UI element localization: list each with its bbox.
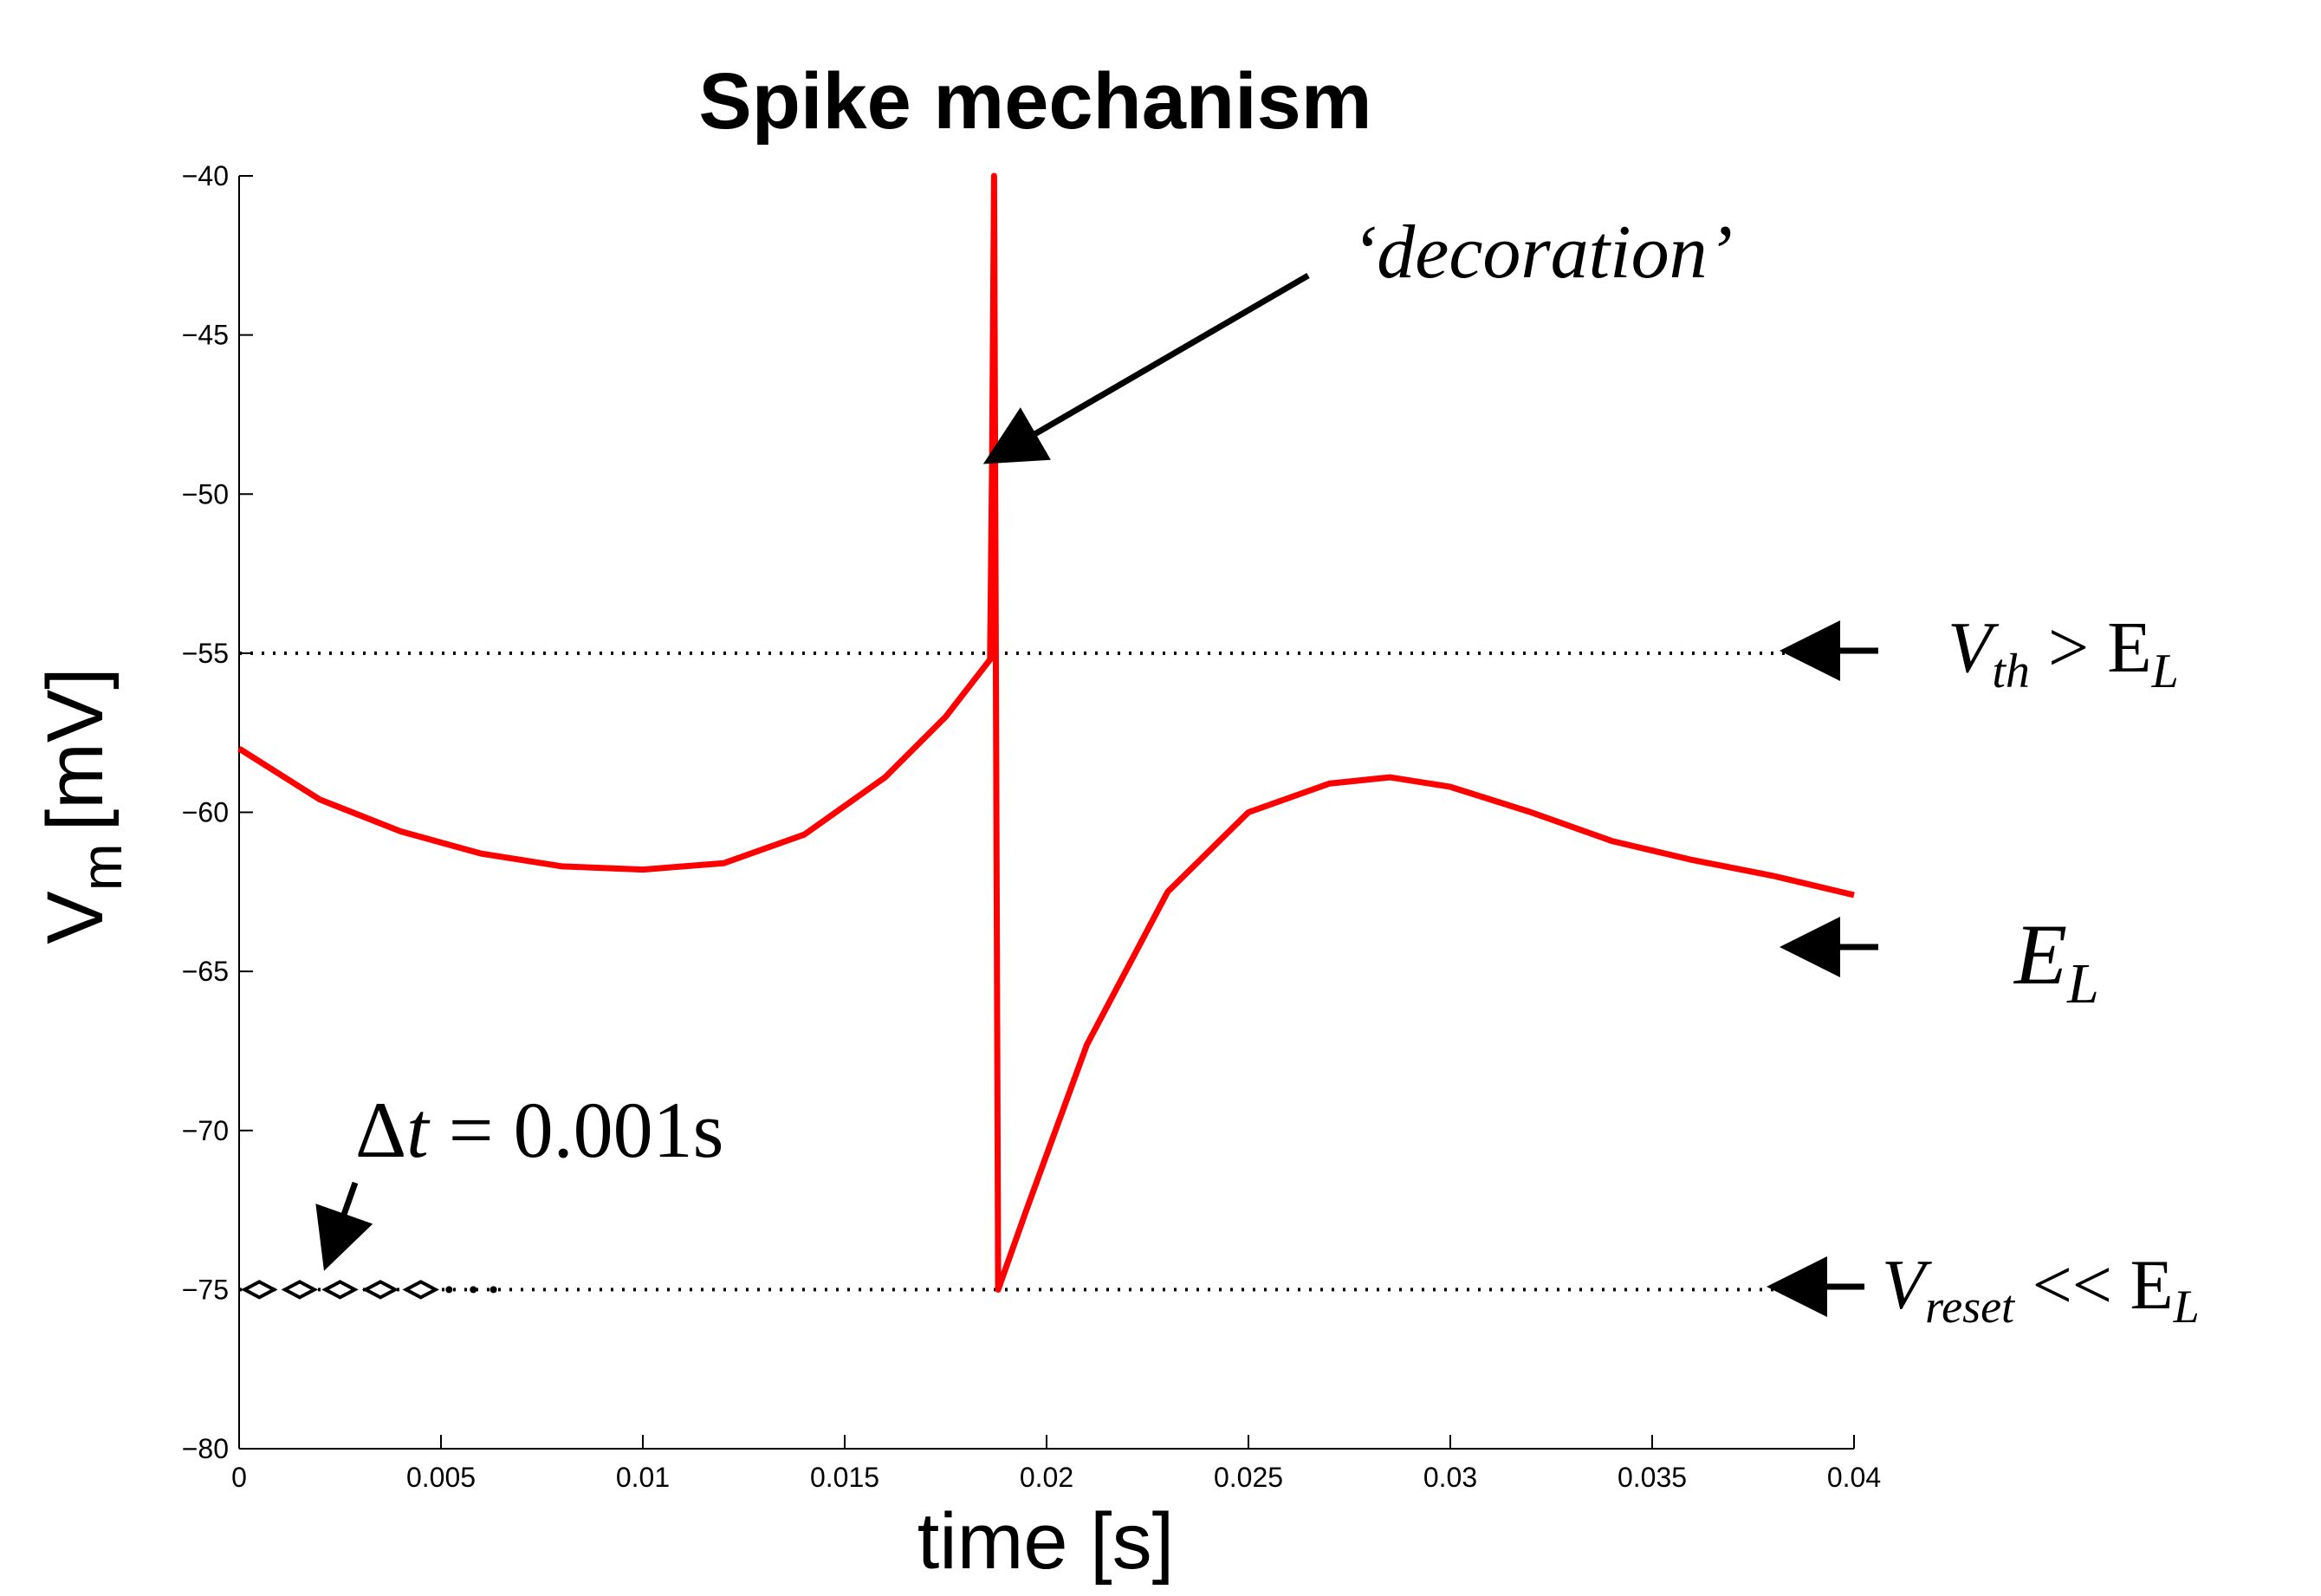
x-axis-ticks: 0 0.005 0.01 0.015 0.02 0.025 0.03 0.035 0.04: [231, 1435, 1881, 1493]
vreset-sub2: L: [2173, 1281, 2200, 1333]
x-tick-label: 0.01: [616, 1462, 670, 1493]
chart-title: Spike mechanism: [698, 57, 1371, 146]
timestep-diamond-marker: [241, 1280, 278, 1300]
dt-value: = 0.001s: [429, 1086, 724, 1174]
vreset-label: Vreset << EL: [1882, 1245, 2200, 1333]
x-tick-label: 0: [231, 1462, 247, 1493]
y-axis-label-unit: [mV]: [31, 667, 120, 831]
y-tick-label: −75: [182, 1274, 229, 1305]
x-tick-label: 0.04: [1827, 1462, 1881, 1493]
y-axis-ticks: −80 −75 −70 −65 −60 −55 −50 −45 −40: [182, 160, 253, 1464]
dt-delta: Δ: [355, 1086, 406, 1174]
x-tick-label: 0.035: [1618, 1462, 1687, 1493]
decoration-arrow: [982, 272, 1310, 464]
timestep-dot: [489, 1286, 497, 1294]
x-tick-label: 0.015: [810, 1462, 879, 1493]
el-label: EL: [2013, 906, 2099, 1015]
y-tick-label: −45: [182, 320, 229, 351]
y-tick-label: −65: [182, 956, 229, 987]
x-tick-label: 0.02: [1020, 1462, 1073, 1493]
svg-text:Vm[mV]: Vm [mV]: [31, 667, 133, 944]
y-tick-label: −55: [182, 638, 229, 669]
x-tick-label: 0.005: [406, 1462, 476, 1493]
dt-arrow: [315, 1181, 373, 1271]
timestep-diamond-marker: [402, 1280, 439, 1300]
y-axis-label-sub: m: [69, 843, 133, 891]
vth-sub2: L: [2151, 645, 2179, 698]
timestep-dot: [470, 1286, 477, 1294]
y-tick-label: −60: [182, 797, 229, 828]
x-axis-label: time [s]: [917, 1497, 1174, 1586]
y-axis-label: Vm [mV]: [31, 667, 133, 944]
vreset-sub: reset: [1925, 1281, 2016, 1333]
reference-lines: [239, 651, 1806, 1292]
timestep-diamond-marker: [321, 1280, 359, 1300]
series-group: [237, 172, 1855, 1293]
vth-label: Vth > EL: [1948, 607, 2179, 698]
vth-v: V: [1948, 607, 2000, 688]
vth-rest: > E: [2030, 607, 2152, 688]
dt-t: t: [406, 1086, 431, 1174]
decoration-label: ‘decoration’: [1352, 211, 1733, 295]
x-tick-label: 0.03: [1423, 1462, 1477, 1493]
el-sub: L: [2066, 952, 2099, 1015]
dt-label: Δt = 0.001s: [355, 1086, 723, 1174]
plot-axes: [238, 176, 1854, 1450]
vreset-v: V: [1882, 1245, 1932, 1324]
x-tick-label: 0.025: [1214, 1462, 1283, 1493]
y-tick-label: −80: [182, 1433, 229, 1464]
timestep-dot: [445, 1286, 453, 1294]
y-tick-label: −40: [182, 160, 229, 191]
timestep-diamond-marker: [361, 1280, 399, 1300]
el-e: E: [2013, 906, 2067, 1002]
vth-sub: th: [1992, 645, 2030, 698]
y-tick-label: −50: [182, 478, 229, 509]
timestep-markers: [241, 1280, 497, 1300]
timestep-diamond-marker: [281, 1280, 319, 1300]
y-tick-label: −70: [182, 1115, 229, 1146]
vreset-rest: << E: [2014, 1245, 2174, 1324]
y-axis-label-main: V: [31, 891, 120, 944]
membrane-voltage-line: [237, 172, 1855, 1293]
